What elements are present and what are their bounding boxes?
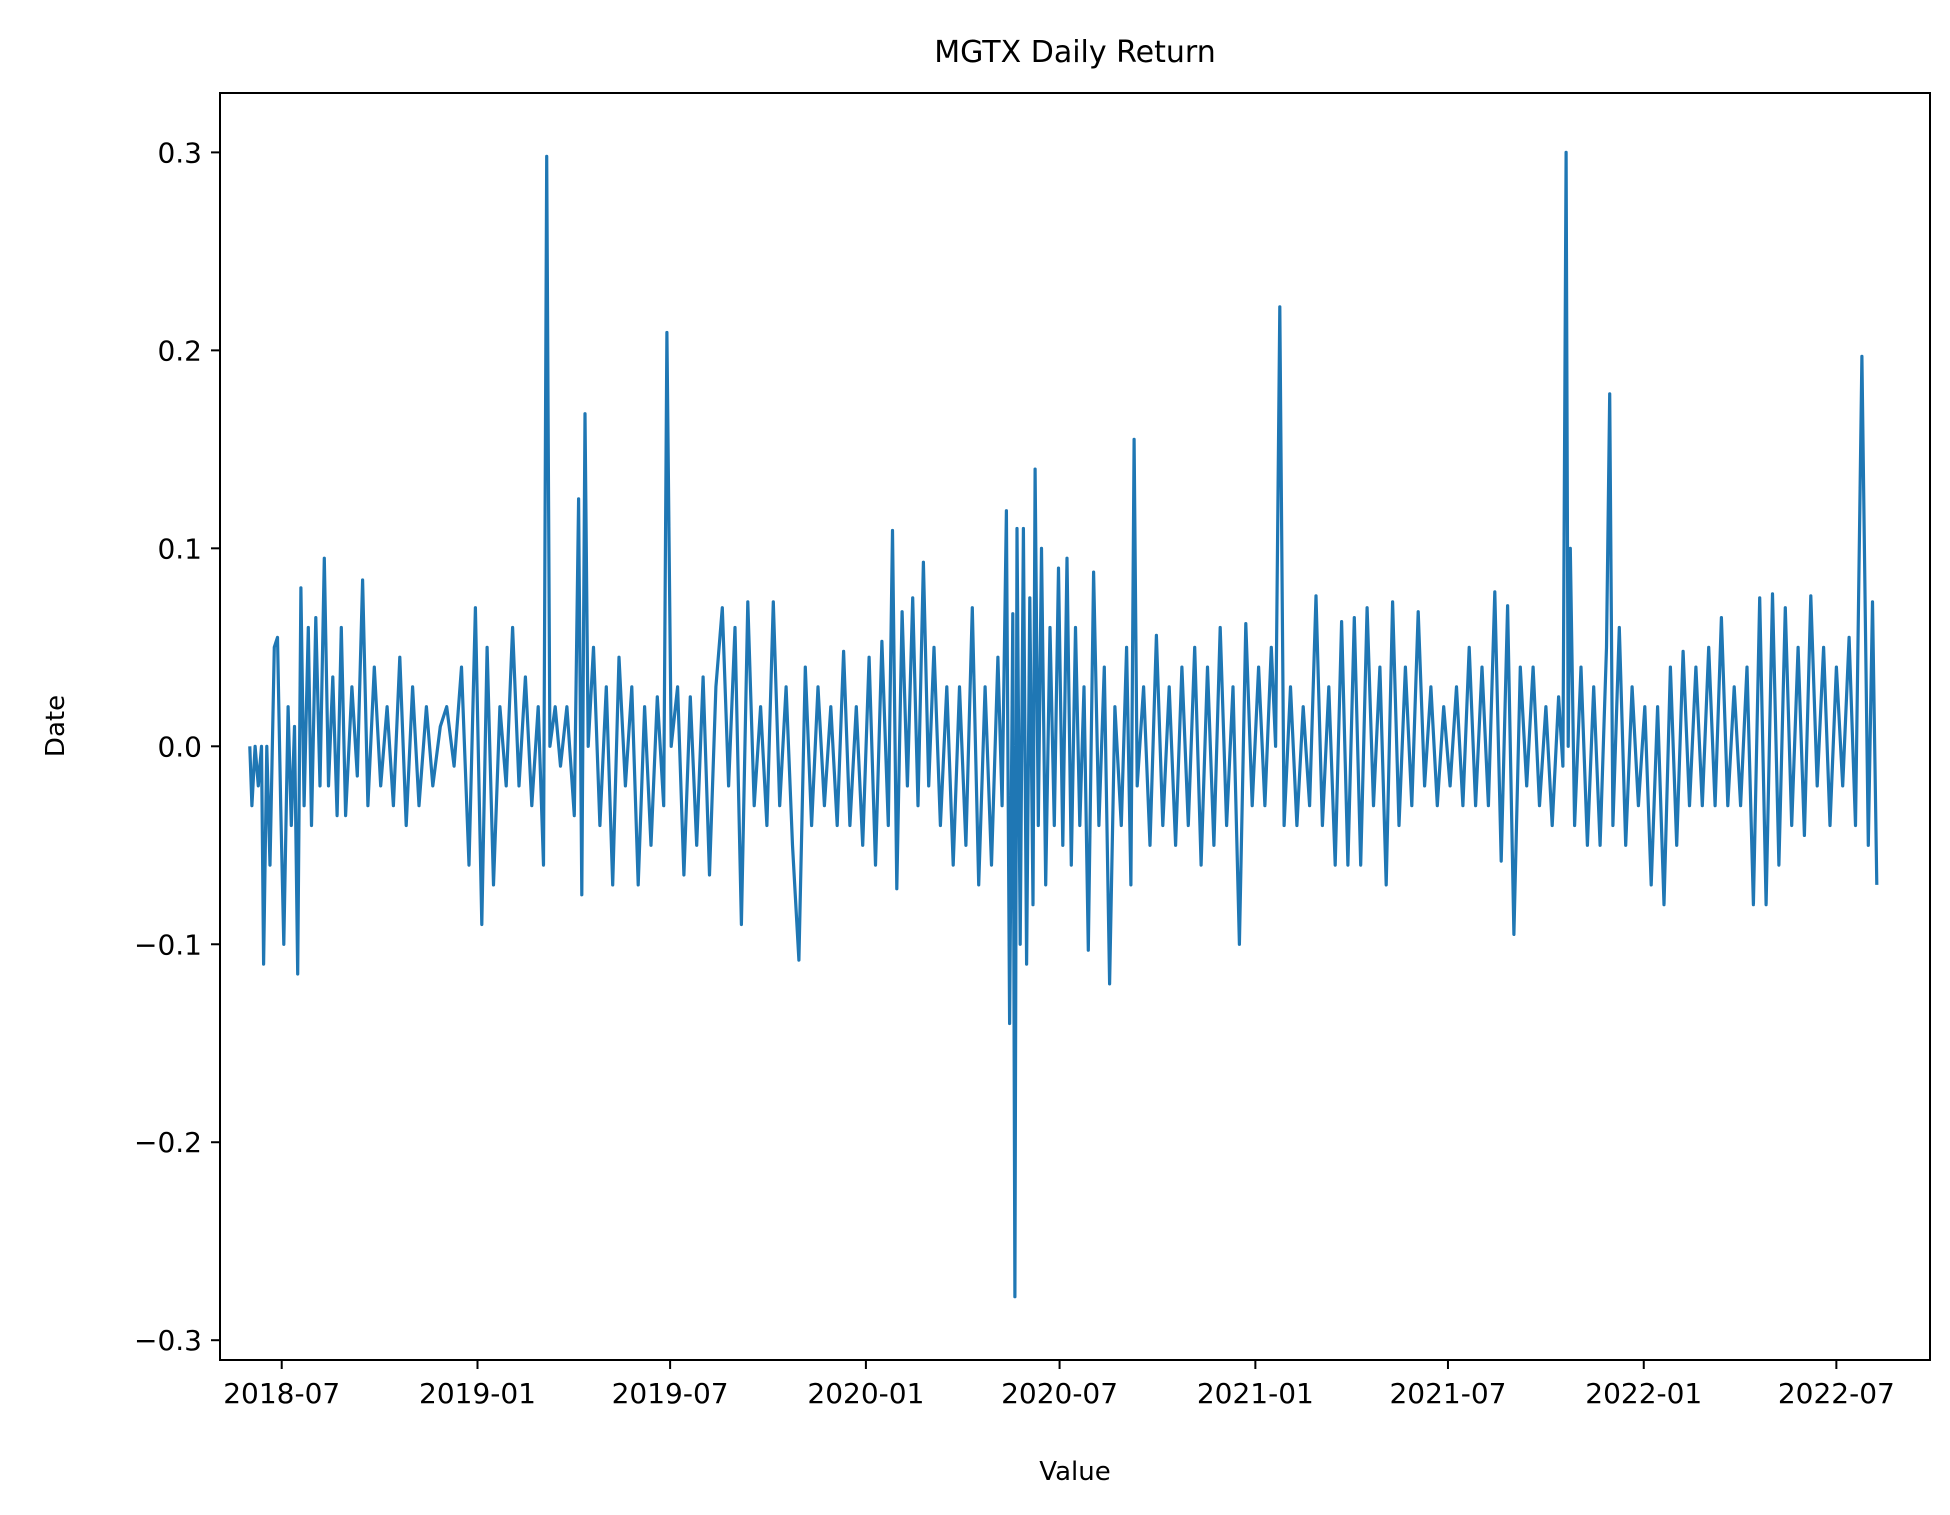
series-layer [248, 150, 1879, 1299]
x-tick-label: 2018-07 [223, 1377, 340, 1410]
y-tick-label: 0.3 [157, 136, 202, 169]
x-tick-label: 2020-01 [807, 1377, 924, 1410]
x-tick-label: 2021-01 [1197, 1377, 1314, 1410]
y-axis-label: Date [41, 695, 71, 757]
series-line-0 [248, 150, 1879, 1299]
y-tick-label: 0.1 [157, 532, 202, 565]
y-tick-label: 0.2 [157, 334, 202, 367]
chart-title: MGTX Daily Return [934, 35, 1215, 70]
y-axis: 0.3 0.2 0.1 0.0 −0.1 −0.2 −0.3 [134, 136, 220, 1357]
x-axis-label: Value [1039, 1457, 1110, 1487]
y-tick-label: 0.0 [157, 730, 202, 763]
x-tick-label: 2022-01 [1585, 1377, 1702, 1410]
plot-frame [219, 92, 1931, 1361]
y-tick-label: −0.3 [134, 1324, 202, 1357]
x-tick-label: 2021-07 [1389, 1377, 1506, 1410]
y-tick-label: −0.1 [134, 928, 202, 961]
x-axis: 2018-07 2019-01 2019-07 2020-01 2020-07 2021-… [223, 1360, 1895, 1410]
x-tick-label: 2020-07 [1001, 1377, 1118, 1410]
x-tick-label: 2019-07 [612, 1377, 729, 1410]
x-tick-label: 2022-07 [1778, 1377, 1895, 1410]
x-tick-label: 2019-01 [419, 1377, 536, 1410]
y-tick-label: −0.2 [134, 1126, 202, 1159]
